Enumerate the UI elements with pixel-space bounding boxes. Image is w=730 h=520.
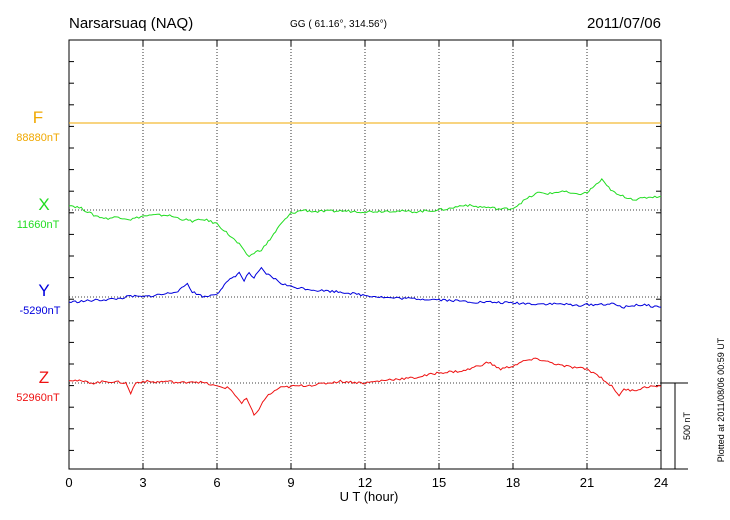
x-tick-label: 3: [139, 475, 146, 490]
trace-y: [68, 266, 662, 309]
y-component-label: Y: [38, 281, 49, 300]
plotted-note: Plotted at 2011/08/06 00:59 UT: [716, 337, 726, 462]
x-axis-title: U T (hour): [340, 489, 399, 504]
x-tick-label: 24: [654, 475, 668, 490]
traces: [68, 122, 662, 416]
y-baseline-label: -5290nT: [20, 305, 61, 317]
y-ticks: [69, 61, 661, 451]
f-baseline-label: 88880nT: [16, 132, 60, 144]
x-tick-label: 6: [213, 475, 220, 490]
z-component-label: Z: [39, 368, 49, 387]
station-coordinates: GG ( 61.16°, 314.56°): [290, 19, 387, 30]
scale-bar-label: 500 nT: [682, 411, 692, 440]
x-baseline-label: 11660nT: [17, 219, 60, 231]
trace-z: [69, 357, 662, 416]
x-tick-label: 0: [65, 475, 72, 490]
f-component-label: F: [33, 108, 43, 127]
x-component-label: X: [38, 195, 49, 214]
x-tick-label: 15: [432, 475, 446, 490]
chart-date: 2011/07/06: [587, 15, 661, 32]
x-tick-label: 21: [580, 475, 594, 490]
scale-bar: 500 nT: [661, 382, 692, 470]
x-tick-label: 9: [287, 475, 294, 490]
x-tick-label: 18: [506, 475, 520, 490]
z-baseline-label: 52960nT: [16, 392, 60, 404]
trace-x: [68, 178, 662, 258]
x-ticks: 0 3 6 9 12 15 18 21 24: [65, 40, 668, 490]
plot-frame: [68, 39, 662, 470]
x-tick-label: 12: [358, 475, 372, 490]
station-title: Narsarsuaq (NAQ): [69, 15, 193, 32]
vertical-grid: [142, 40, 588, 469]
